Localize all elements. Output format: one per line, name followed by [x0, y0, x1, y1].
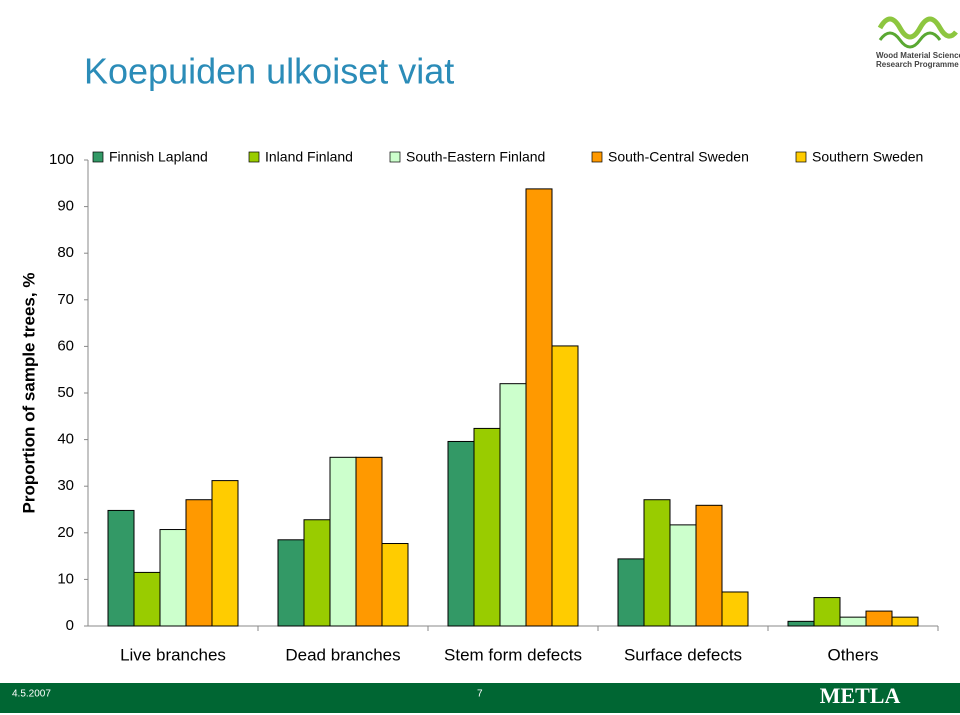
- bar: [185, 499, 213, 627]
- legend-label: South-Central Sweden: [608, 149, 749, 165]
- footer-brand: METLA: [820, 683, 901, 708]
- x-tick-label: Surface defects: [624, 645, 742, 664]
- legend-swatch: [92, 151, 104, 163]
- logo-text: Research Programme: [876, 60, 959, 69]
- y-tick-label: 90: [57, 198, 74, 215]
- bar: [159, 529, 187, 627]
- y-tick-label: 100: [49, 151, 74, 168]
- legend-swatch: [795, 151, 807, 163]
- legend-label: Southern Sweden: [812, 149, 923, 165]
- bar: [695, 504, 723, 627]
- x-tick-label: Live branches: [120, 645, 226, 664]
- y-tick-label: 40: [57, 431, 74, 448]
- logo: Wood Material Science Research Programme: [876, 16, 960, 69]
- bar: [329, 456, 357, 627]
- bar: [355, 456, 383, 627]
- y-tick-label: 70: [57, 291, 74, 308]
- bar: [211, 480, 239, 627]
- logo-wave: [878, 31, 942, 49]
- footer-page: 7: [477, 689, 483, 700]
- x-tick-label: Others: [827, 645, 878, 664]
- bar: [787, 620, 815, 627]
- y-tick-label: 60: [57, 337, 74, 354]
- bar: [891, 616, 919, 627]
- legend-swatch: [591, 151, 603, 163]
- x-tick-label: Stem form defects: [444, 645, 582, 664]
- bar: [813, 597, 841, 627]
- bar: [839, 616, 867, 627]
- bar: [107, 509, 135, 627]
- y-tick-label: 20: [57, 524, 74, 541]
- y-tick-label: 30: [57, 477, 74, 494]
- bar: [133, 571, 161, 627]
- bar: [525, 188, 553, 627]
- logo-text: Wood Material Science: [876, 51, 960, 60]
- bar: [617, 558, 645, 627]
- bar: [277, 539, 305, 627]
- legend-swatch: [248, 151, 260, 163]
- bar: [721, 591, 749, 627]
- footer-date: 4.5.2007: [12, 689, 51, 700]
- y-tick-label: 0: [66, 617, 74, 634]
- bar: [551, 345, 579, 627]
- y-tick-label: 50: [57, 384, 74, 401]
- bar: [447, 440, 475, 627]
- y-tick-label: 10: [57, 570, 74, 587]
- bar: [381, 543, 409, 627]
- slide-title: Koepuiden ulkoiset viat: [84, 51, 454, 92]
- bar: [473, 427, 501, 627]
- y-tick-label: 80: [57, 244, 74, 261]
- y-axis-label: Proportion of sample trees, %: [19, 273, 38, 514]
- x-tick-label: Dead branches: [285, 645, 400, 664]
- bar: [669, 524, 697, 627]
- legend-label: Finnish Lapland: [109, 149, 208, 165]
- footer-bar: [0, 683, 960, 713]
- bar: [303, 519, 331, 627]
- legend-swatch: [389, 151, 401, 163]
- bar: [499, 383, 527, 627]
- logo-wave: [877, 16, 958, 40]
- legend-label: Inland Finland: [265, 149, 353, 165]
- bar: [865, 610, 893, 627]
- bar: [643, 499, 671, 627]
- legend-label: South-Eastern Finland: [406, 149, 545, 165]
